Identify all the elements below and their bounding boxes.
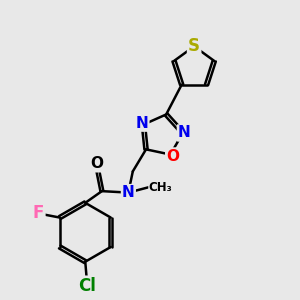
Text: O: O [166, 148, 179, 164]
Text: Cl: Cl [78, 277, 96, 295]
Text: O: O [90, 156, 104, 171]
Text: F: F [33, 204, 44, 222]
Text: N: N [122, 185, 135, 200]
Text: S: S [188, 37, 200, 55]
Text: N: N [136, 116, 148, 130]
Text: N: N [178, 125, 191, 140]
Text: CH₃: CH₃ [149, 181, 172, 194]
